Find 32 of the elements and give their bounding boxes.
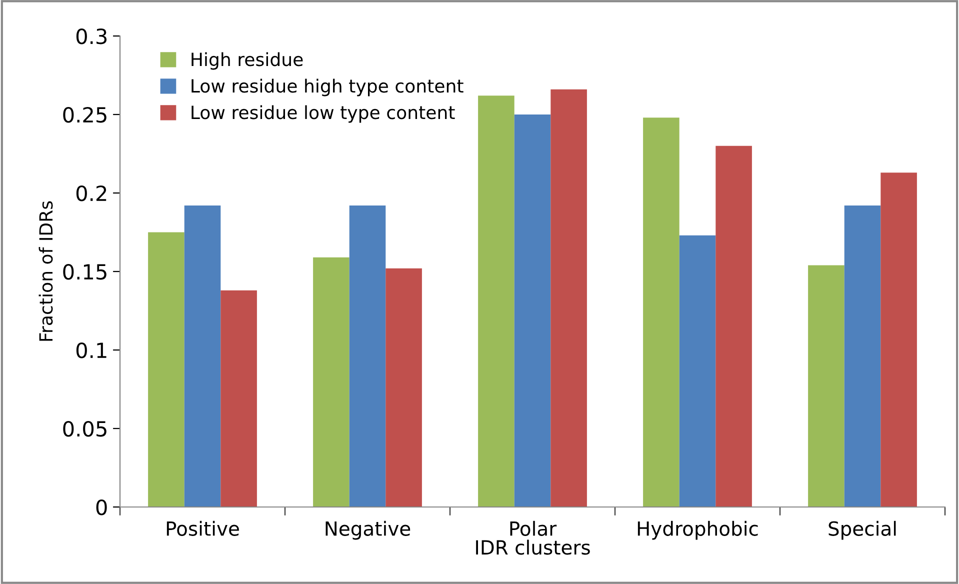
bar: [844, 206, 881, 507]
legend-label: High residue: [192, 52, 303, 70]
bar: [716, 146, 752, 507]
bar: [808, 265, 844, 507]
y-tick-label: 0.3: [76, 28, 107, 44]
legend-label: Low residue high type content: [192, 78, 464, 96]
bar: [880, 172, 917, 507]
y-tick-label: 0.2: [76, 185, 106, 202]
x-tick-label: Positive: [166, 520, 239, 536]
bar: [220, 290, 257, 507]
bar: [478, 96, 514, 507]
legend-label: Low residue low type content: [192, 105, 455, 123]
x-tick-label: Hydrophobic: [638, 520, 758, 540]
bar: [550, 89, 587, 507]
bar: [184, 206, 221, 507]
x-tick-label: Polar: [510, 520, 557, 536]
x-axis-title: IDR clusters: [476, 540, 590, 555]
bar: [313, 257, 350, 507]
y-tick-label: 0.05: [63, 420, 106, 437]
y-tick-label: 0: [96, 499, 107, 516]
y-tick-label: 0.25: [63, 106, 106, 123]
bar: [514, 114, 551, 507]
bar: [148, 232, 184, 507]
bar: [679, 235, 716, 507]
y-tick-label: 0.15: [63, 264, 106, 280]
x-tick-label: Special: [828, 520, 896, 540]
y-axis-title: Fraction of IDRs: [38, 201, 53, 341]
bar: [349, 206, 386, 507]
y-tick-label: 0.1: [76, 342, 106, 358]
bar: [386, 268, 422, 507]
bar: [643, 118, 680, 507]
x-tick-label: Negative: [326, 520, 410, 540]
